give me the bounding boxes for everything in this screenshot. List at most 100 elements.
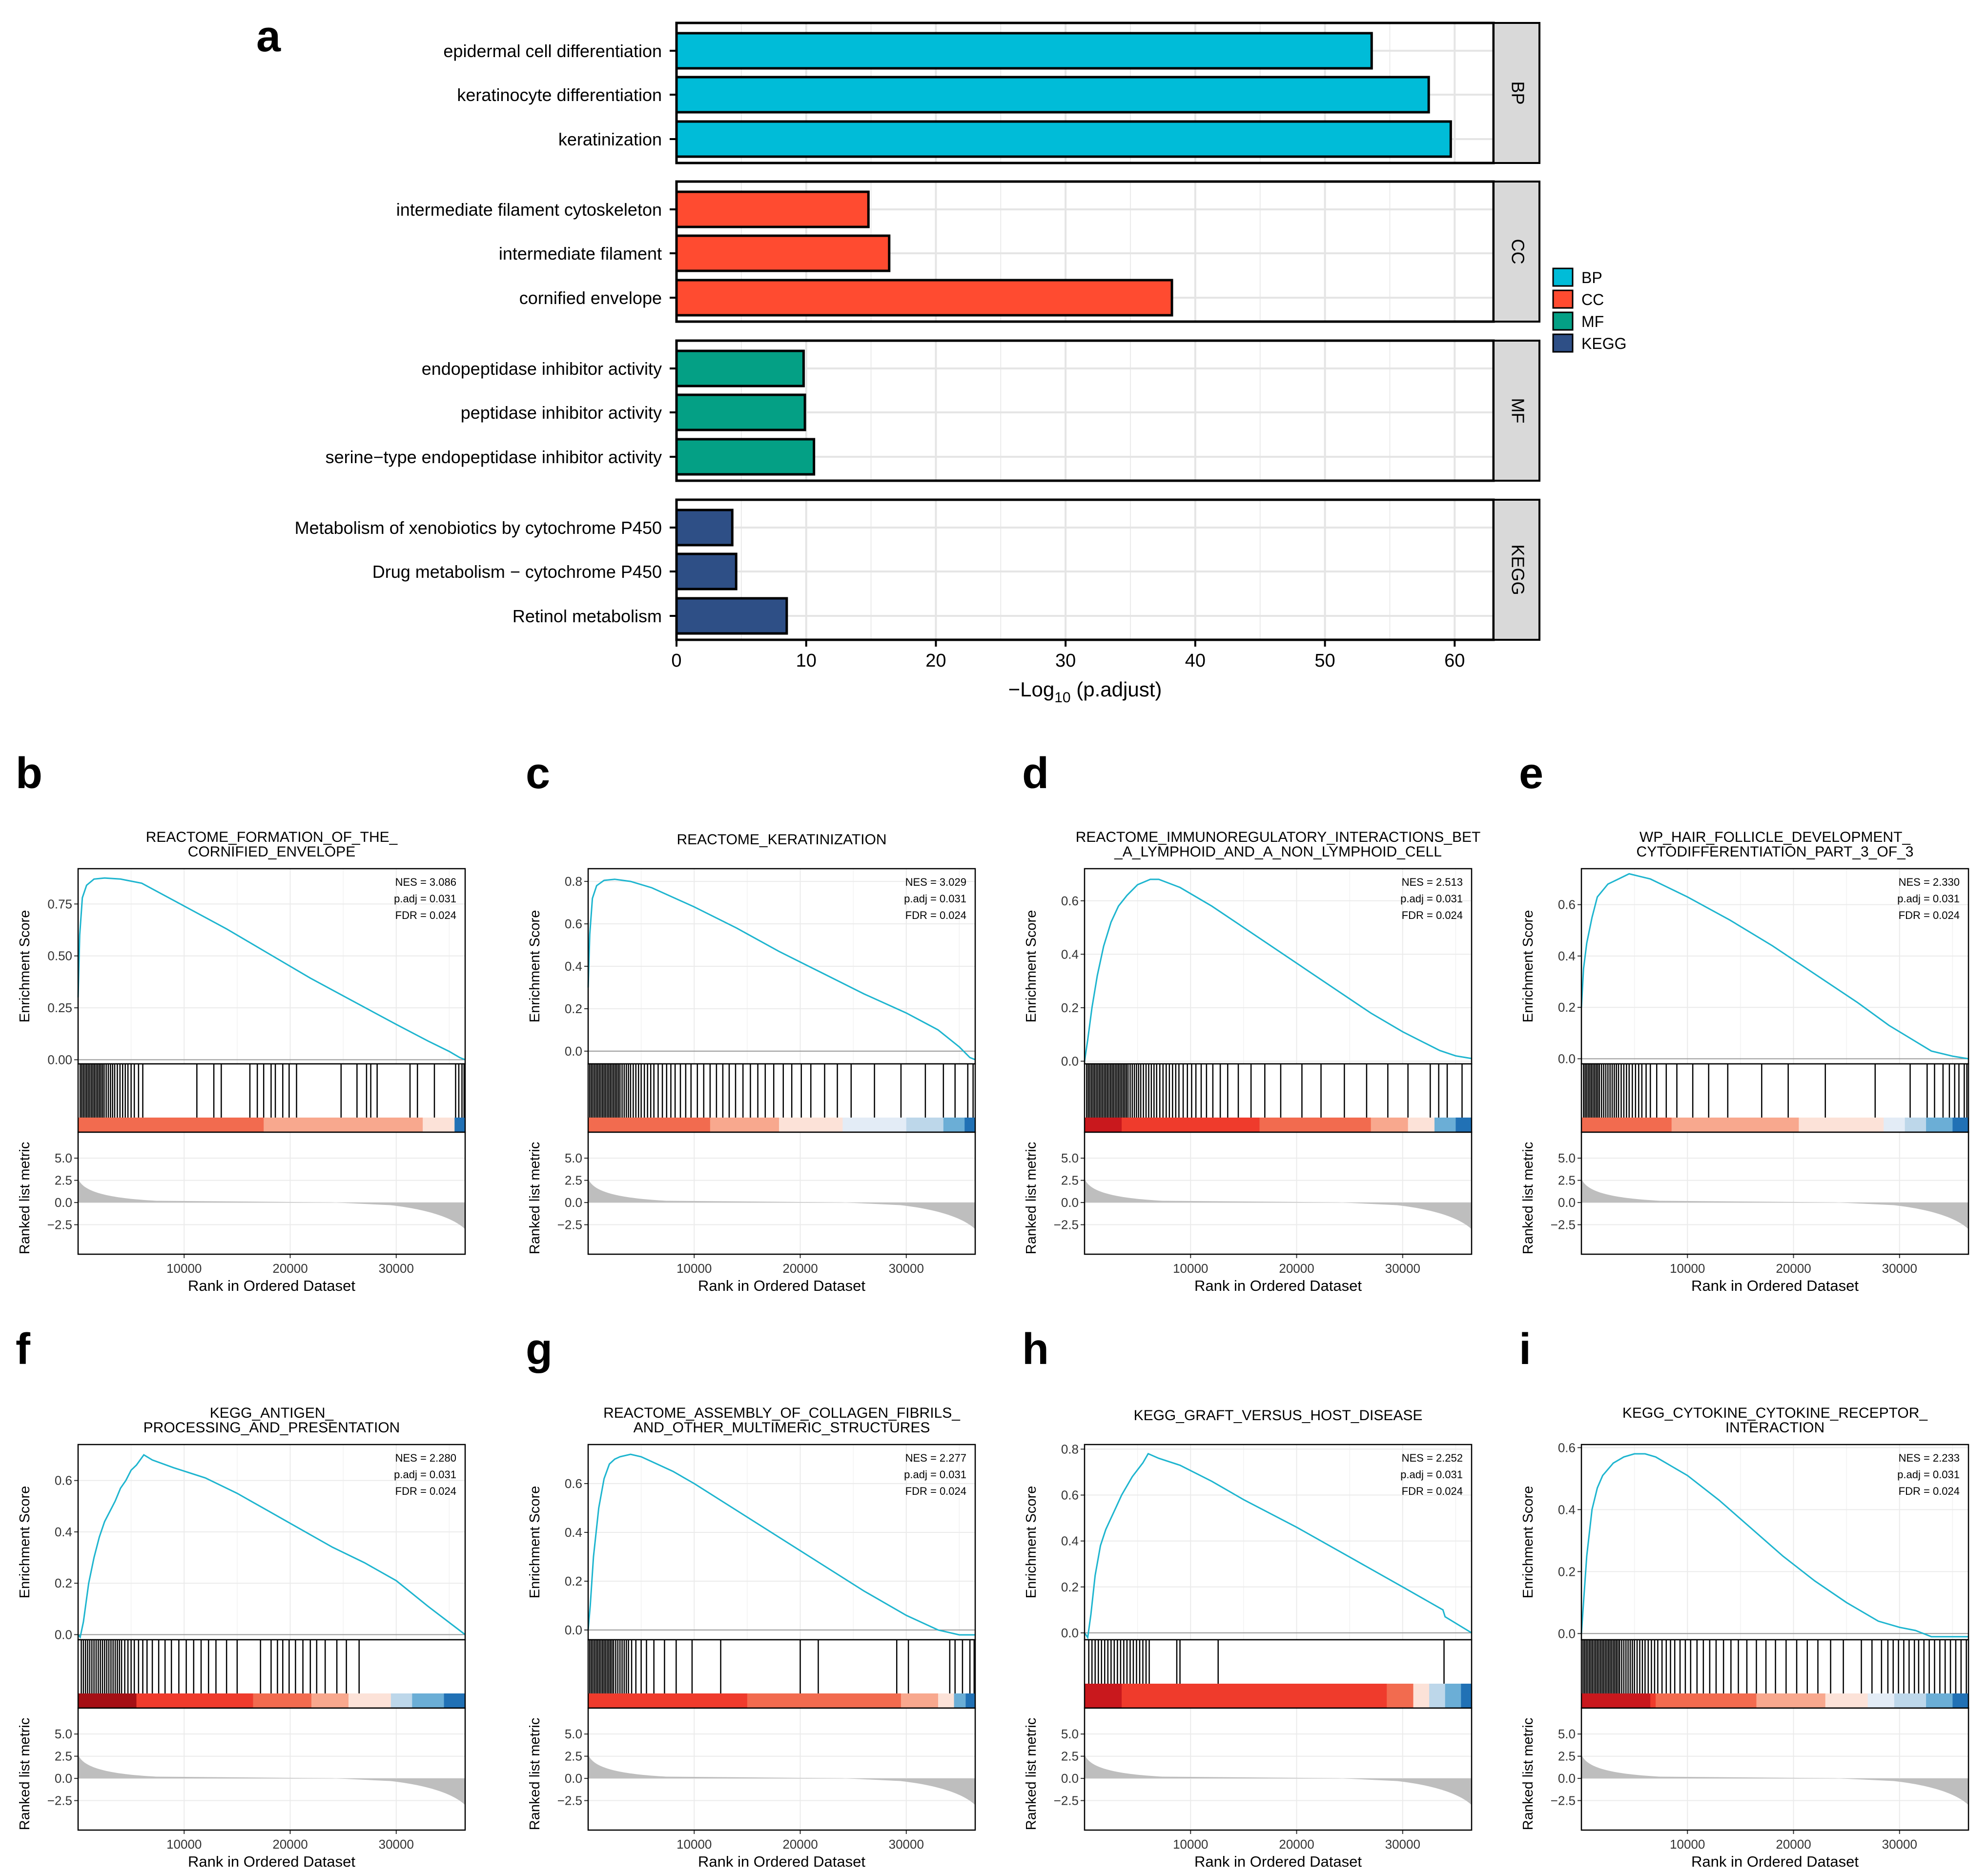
metric-y-tick-label: 5.0 (1061, 1151, 1079, 1165)
plot-title: KEGG_ANTIGEN_ (210, 1405, 334, 1421)
x-tick-label: 40 (1185, 651, 1206, 671)
ranked-metric-area (1581, 1754, 1968, 1805)
metric-y-tick-label: 0.0 (1558, 1195, 1576, 1210)
bar (675, 597, 788, 635)
facet-kegg: Metabolism of xenobiotics by cytochrome … (295, 498, 1540, 641)
es-y-tick-label: 0.25 (47, 1000, 72, 1015)
es-y-tick-label: 0.6 (1558, 897, 1576, 912)
es-y-tick-label: 0.2 (565, 1574, 582, 1589)
x-tick-label: 10000 (1173, 1261, 1208, 1276)
x-tick-label: 30000 (889, 1837, 924, 1852)
category-label: serine−type endopeptidase inhibitor acti… (326, 447, 662, 467)
rank-heat-segment (264, 1118, 423, 1132)
facet-mf: endopeptidase inhibitor activity peptidas… (326, 339, 1540, 482)
rank-heat-segment (253, 1693, 312, 1708)
category-label: keratinocyte differentiation (457, 85, 662, 105)
metric-panel-border (587, 1131, 976, 1255)
facet-cc: intermediate filament cytoskeleton interm… (396, 180, 1540, 323)
es-curve (587, 878, 976, 1060)
ranked-metric-area (588, 1179, 975, 1229)
metric-panel-background (78, 1708, 465, 1830)
bar (675, 349, 805, 387)
metric-y-tick-label: 0.0 (565, 1195, 582, 1210)
rank-heat-segment (588, 1118, 711, 1132)
es-y-axis-title: Enrichment Score (1520, 1486, 1536, 1599)
rank-heat-segment (423, 1118, 455, 1132)
facet-strip (1493, 340, 1540, 482)
rank-heat-segment (938, 1693, 955, 1708)
x-tick-label: 30000 (379, 1837, 414, 1852)
x-tick-label: 10000 (1670, 1261, 1705, 1276)
legend-key (1552, 267, 1574, 287)
bar (675, 234, 891, 272)
panel-b: b REACTOME_FORMATION_OF_THE_CORNIFIED_ENV… (16, 749, 466, 1294)
rank-heat-segment (454, 1118, 466, 1132)
metric-y-tick-label: 5.0 (1061, 1727, 1079, 1741)
plot-title: REACTOME_ASSEMBLY_OF_COLLAGEN_FIBRILS_ (603, 1405, 961, 1421)
es-curve (587, 1453, 975, 1636)
x-tick-label: 50 (1314, 651, 1335, 671)
rank-heat-segment (954, 1693, 966, 1708)
metric-panel-background (1085, 1132, 1472, 1254)
rank-heat-segment (1656, 1693, 1757, 1708)
es-y-tick-label: 0.6 (1558, 1440, 1576, 1455)
plot-title: CYTODIFFERENTIATION_PART_3_OF_3 (1637, 844, 1914, 860)
es-y-tick-label: 0.2 (55, 1576, 72, 1590)
rank-heat-segment (78, 1118, 264, 1132)
rank-heat-segment (1650, 1693, 1656, 1708)
es-curve (77, 877, 466, 1060)
stats-label: FDR = 0.024 (395, 909, 456, 921)
es-y-axis-title: Enrichment Score (1024, 910, 1039, 1023)
metric-panel-background (1581, 1708, 1968, 1830)
stats-label: NES = 2.277 (905, 1452, 966, 1464)
x-tick-label: 10000 (676, 1837, 712, 1852)
metric-y-tick-label: −2.5 (1054, 1218, 1079, 1232)
metric-y-axis-title: Ranked list metric (527, 1718, 543, 1830)
rank-heat-segment (1371, 1118, 1409, 1132)
legend-key (1552, 311, 1574, 331)
rank-heat-segment (1867, 1693, 1895, 1708)
es-y-tick-label: 0.4 (1558, 1502, 1576, 1517)
ranked-metric-area (1085, 1179, 1472, 1229)
facet-bp: epidermal cell differentiation keratinocy… (443, 21, 1540, 164)
rank-heat-segment (1952, 1118, 1969, 1132)
plot-title: _A_LYMPHOID_AND_A_NON_LYMPHOID_CELL (1114, 844, 1442, 860)
x-tick-label: 60 (1444, 651, 1465, 671)
x-tick-label: 20 (925, 651, 946, 671)
rank-heat-segment (348, 1693, 391, 1708)
metric-y-tick-label: 0.0 (1061, 1771, 1079, 1786)
plot-title: CORNIFIED_ENVELOPE (188, 844, 355, 860)
stats-label: NES = 2.252 (1402, 1452, 1463, 1464)
panel-label-b: b (16, 749, 42, 798)
hits-background (1085, 1064, 1472, 1118)
x-tick-label: 20000 (1776, 1261, 1811, 1276)
rank-heat-segment (1455, 1118, 1472, 1132)
metric-panel-border (1084, 1707, 1473, 1831)
es-y-tick-label: 0.6 (565, 1476, 582, 1491)
facet-strip (1493, 22, 1540, 164)
es-panel-background (1581, 869, 1968, 1064)
x-tick-label: 10000 (676, 1261, 712, 1276)
rank-heat-segment (1413, 1684, 1430, 1708)
rank-heat-segment (965, 1693, 976, 1708)
es-y-axis-title: Enrichment Score (527, 1486, 543, 1599)
metric-y-tick-label: 5.0 (1558, 1727, 1576, 1741)
stats-label: p.adj = 0.031 (1897, 1468, 1960, 1481)
legend-label: CC (1581, 291, 1604, 308)
metric-y-tick-label: 5.0 (565, 1727, 582, 1741)
es-panel-background (78, 869, 465, 1064)
es-y-tick-label: 0.00 (47, 1052, 72, 1067)
category-label: peptidase inhibitor activity (461, 403, 662, 423)
x-axis-title: Rank in Ordered Dataset (1194, 1853, 1362, 1870)
es-y-tick-label: 0.8 (1061, 1442, 1079, 1456)
plot-title: KEGG_GRAFT_VERSUS_HOST_DISEASE (1134, 1407, 1423, 1424)
rank-heat-segment (1434, 1118, 1456, 1132)
es-panel-background (1085, 1445, 1472, 1640)
x-tick-label: 20000 (272, 1261, 307, 1276)
x-axis-title: Rank in Ordered Dataset (188, 1853, 355, 1870)
stats-label: FDR = 0.024 (1899, 909, 1960, 921)
x-tick-label: 20000 (1279, 1837, 1314, 1852)
es-y-tick-label: 0.0 (565, 1623, 582, 1637)
metric-y-axis-title: Ranked list metric (527, 1142, 543, 1254)
legend-label: KEGG (1581, 335, 1626, 352)
